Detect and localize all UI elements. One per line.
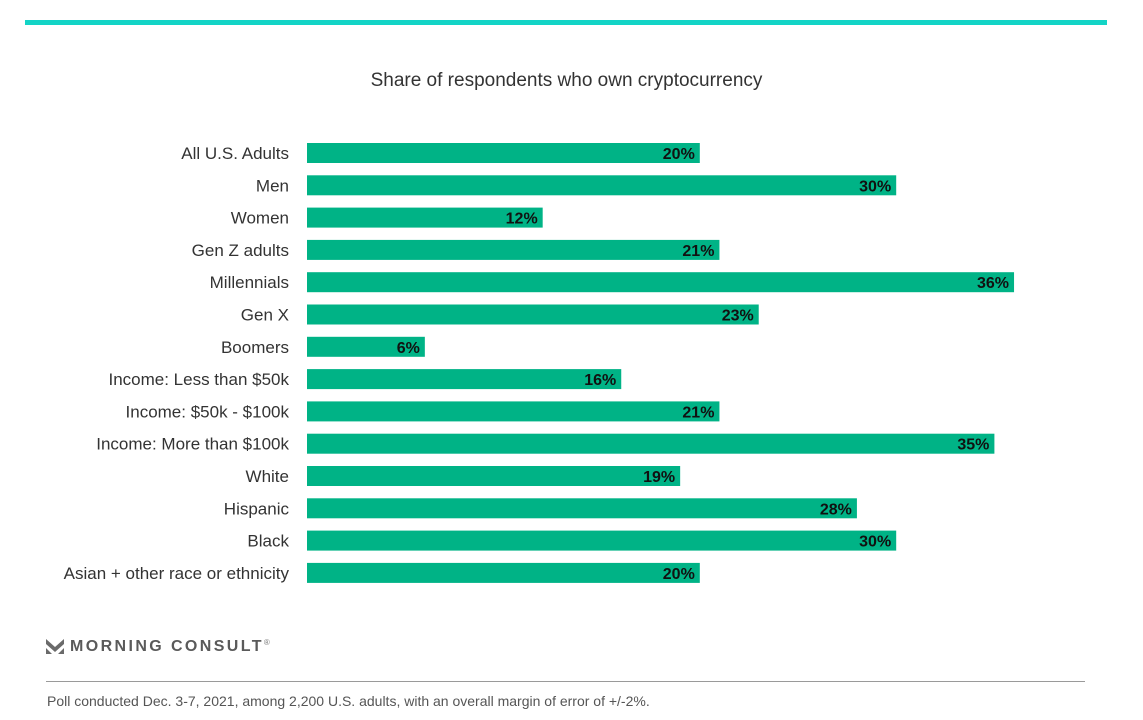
bar: [307, 369, 622, 390]
value-label: 21%: [682, 404, 714, 421]
value-label: 30%: [859, 534, 891, 551]
value-label: 23%: [722, 308, 754, 325]
category-label: Hispanic: [224, 499, 290, 518]
bar: [307, 433, 995, 454]
bar: [307, 143, 700, 163]
category-label: Income: $50k - $100k: [126, 402, 290, 421]
category-label: Asian + other race or ethnicity: [64, 564, 290, 583]
value-label: 20%: [663, 566, 695, 583]
category-label: Women: [231, 209, 289, 228]
category-label: Black: [247, 532, 289, 551]
bar: [307, 336, 425, 357]
value-label: 28%: [820, 501, 852, 518]
value-label: 36%: [977, 275, 1009, 292]
morning-consult-m-icon: [46, 639, 64, 654]
value-label: 12%: [506, 211, 538, 228]
category-label: Boomers: [221, 338, 289, 357]
value-label: 19%: [643, 469, 675, 486]
bar: [307, 401, 720, 422]
value-label: 16%: [584, 372, 616, 389]
footer-divider: [46, 681, 1085, 682]
bar: [307, 304, 759, 325]
value-label: 6%: [397, 340, 420, 357]
category-label: All U.S. Adults: [181, 144, 289, 163]
value-label: 20%: [663, 146, 695, 163]
bar: [307, 175, 897, 196]
category-label: Income: More than $100k: [96, 435, 289, 454]
bar: [307, 498, 857, 519]
category-label: White: [246, 467, 289, 486]
category-label: Income: Less than $50k: [108, 370, 289, 389]
bar: [307, 530, 897, 551]
category-label: Millennials: [210, 273, 289, 292]
registered-mark: ®: [263, 637, 270, 647]
value-label: 21%: [682, 243, 714, 260]
bar: [307, 207, 543, 228]
value-label: 30%: [859, 178, 891, 195]
chart-title: Share of respondents who own cryptocurre…: [370, 70, 763, 91]
logo-text: MORNING CONSULT: [70, 638, 264, 655]
top-accent-bar: [25, 20, 1107, 25]
bar-chart: All U.S. Adults 20% Men 30% Women 12% Gen Z ad…: [64, 143, 1015, 583]
category-label: Gen Z adults: [192, 241, 289, 260]
bar: [307, 239, 720, 260]
category-label: Men: [256, 176, 289, 195]
brand-logo: MORNING CONSULT ®: [46, 638, 270, 656]
category-label: Gen X: [241, 306, 289, 325]
footnote: Poll conducted Dec. 3-7, 2021, among 2,2…: [47, 693, 650, 709]
bar: [307, 562, 700, 583]
bar: [307, 466, 681, 486]
value-label: 35%: [957, 437, 989, 454]
bar: [307, 272, 1015, 293]
